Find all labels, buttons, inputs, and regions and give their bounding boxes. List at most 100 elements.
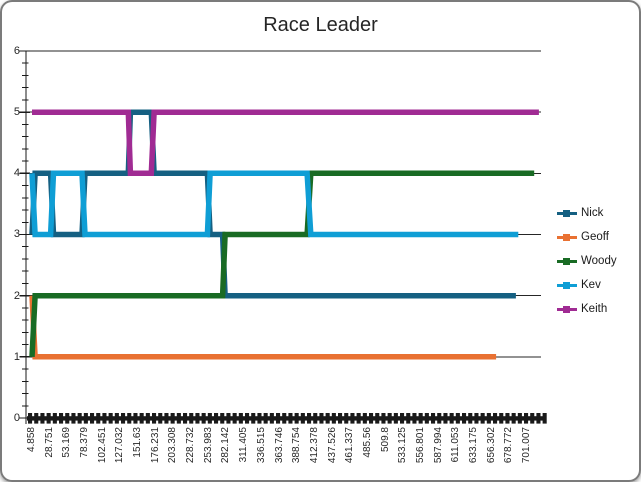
x-axis-tick: [505, 413, 510, 424]
legend-label: Nick: [581, 207, 604, 219]
y-axis-label: 5: [13, 106, 20, 119]
x-axis-tick: [393, 413, 398, 424]
x-axis-tick: [431, 413, 436, 424]
x-axis-tick: [455, 413, 460, 424]
x-axis-tick: [338, 413, 343, 424]
x-axis-tick: [121, 413, 126, 424]
x-axis-label: 656.302: [485, 427, 497, 464]
series-line-kev: [29, 170, 519, 238]
x-axis-tick: [511, 413, 516, 424]
x-axis-tick: [524, 413, 529, 424]
x-axis-tick: [282, 413, 287, 424]
x-axis-label: 701.007: [521, 427, 532, 464]
x-axis-tick: [152, 413, 157, 424]
x-axis-tick: [96, 413, 101, 424]
x-axis-tick: [424, 413, 429, 424]
x-axis-label: 533.125: [397, 427, 409, 464]
legend-marker-square: [563, 306, 570, 313]
x-axis-tick: [406, 413, 411, 424]
x-axis-tick: [114, 413, 119, 424]
x-axis-tick: [542, 413, 547, 424]
x-axis-label: 587.994: [432, 427, 444, 464]
x-axis-tick: [176, 413, 181, 424]
y-axis-label: 0: [13, 412, 20, 424]
legend-label: Geoff: [581, 231, 609, 243]
x-axis-label: 633.175: [467, 427, 479, 464]
x-axis-tick: [90, 413, 95, 424]
x-axis-tick: [207, 413, 212, 424]
y-axis-label: 1: [13, 350, 20, 363]
x-axis-tick: [319, 413, 324, 424]
series-line-woody: [29, 170, 535, 357]
y-axis-label: 3: [13, 228, 20, 241]
x-axis-tick: [269, 413, 274, 424]
x-axis-tick: [313, 413, 318, 424]
x-axis-tick: [158, 413, 163, 424]
x-axis-label: 127.032: [114, 427, 126, 464]
series-line-geoff: [29, 295, 497, 360]
x-axis-tick: [139, 413, 144, 424]
x-axis-tick: [263, 413, 268, 424]
series-line-keith: [32, 109, 539, 177]
x-axis-tick: [387, 413, 392, 424]
x-axis-tick: [350, 413, 355, 424]
x-axis-label: 509.8: [379, 427, 391, 453]
x-axis-label: 4.858: [26, 427, 37, 453]
x-axis-label: 228.732: [185, 427, 197, 464]
x-axis-label: 176.231: [149, 427, 161, 464]
x-axis-label: 151.63: [132, 427, 144, 458]
x-axis-label: 203.308: [167, 427, 179, 464]
legend-label: Woody: [581, 255, 617, 267]
legend-label: Kev: [581, 279, 601, 291]
x-axis-tick: [232, 413, 237, 424]
x-axis-label: 678.772: [503, 427, 515, 464]
x-axis-tick: [276, 413, 281, 424]
x-axis-tick: [517, 413, 522, 424]
x-axis-tick: [164, 413, 169, 424]
x-axis-tick: [108, 413, 113, 424]
legend-marker-line: [557, 210, 577, 217]
x-axis-tick: [52, 413, 57, 424]
x-axis-label: 102.451: [96, 427, 108, 464]
x-axis-tick: [83, 413, 88, 424]
y-axis-label: 2: [13, 289, 20, 302]
x-axis-tick: [195, 413, 200, 424]
x-axis-label: 336.515: [255, 427, 267, 464]
x-axis-label: 556.801: [414, 427, 426, 464]
legend-marker-square: [563, 282, 570, 289]
x-axis-tick: [288, 413, 293, 424]
x-axis-tick: [170, 413, 175, 424]
x-axis-tick: [369, 413, 374, 424]
x-axis-tick: [102, 413, 107, 424]
x-axis-tick: [412, 413, 417, 424]
x-axis-tick: [294, 413, 299, 424]
x-axis-label: 412.378: [308, 427, 320, 464]
x-axis-label: 282.142: [220, 427, 232, 464]
x-axis-tick: [418, 413, 423, 424]
series-line-nick: [29, 109, 516, 299]
legend-marker-square: [563, 258, 570, 265]
x-axis-label: 437.526: [326, 427, 338, 464]
x-axis-label: 461.337: [344, 427, 356, 464]
x-axis-tick: [189, 413, 194, 424]
x-axis-tick: [220, 413, 225, 424]
x-axis-tick: [480, 413, 485, 424]
x-axis-tick: [77, 413, 82, 424]
x-axis-tick: [381, 413, 386, 424]
x-axis-label: 78.379: [79, 427, 91, 458]
x-axis-tick: [201, 413, 206, 424]
x-axis-label: 611.053: [450, 427, 462, 463]
x-axis-tick: [486, 413, 491, 424]
x-axis-tick: [238, 413, 243, 424]
x-axis-tick: [499, 413, 504, 424]
legend-marker-line: [557, 306, 577, 313]
chart-title: Race Leader: [263, 14, 378, 36]
x-axis-tick: [530, 413, 535, 424]
x-axis-tick: [127, 413, 132, 424]
x-axis-tick: [536, 413, 541, 424]
x-axis-tick: [449, 413, 454, 424]
x-axis-tick: [300, 413, 305, 424]
x-axis-tick: [145, 413, 150, 424]
